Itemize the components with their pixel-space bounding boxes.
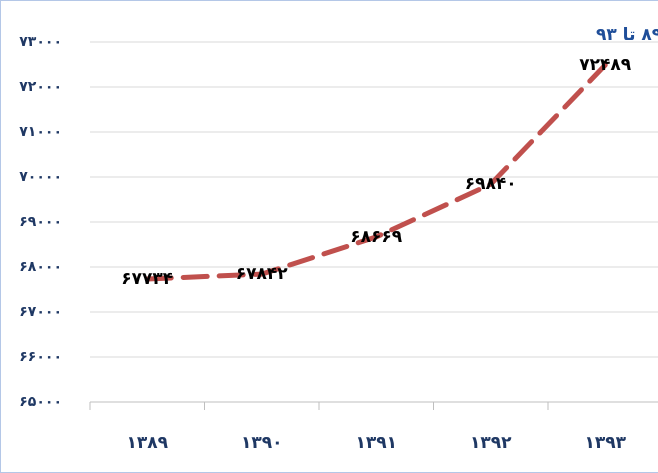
y-tick-label: ۶۶۰۰۰ (19, 349, 62, 365)
y-tick-label: ۷۲۰۰۰ (19, 79, 62, 95)
data-label: ۶۹۸۴۰ (465, 174, 517, 194)
y-tick-label: ۶۵۰۰۰ (19, 394, 62, 410)
y-tick-label: ۷۱۰۰۰ (19, 124, 62, 140)
x-tick-label: ۱۳۹۲ (470, 433, 512, 453)
x-tick-label: ۱۳۹۱ (355, 433, 397, 453)
data-label: ۶۷۸۴۲ (236, 264, 289, 284)
data-label: ۷۲۴۸۹ (579, 55, 632, 75)
data-label: ۶۸۶۶۹ (350, 227, 403, 247)
x-tick-label: ۱۳۹۳ (584, 433, 626, 453)
data-label: ۶۷۷۳۴ (121, 269, 173, 289)
y-tick-label: ۷۰۰۰۰ (19, 169, 62, 185)
chart-title: تعداد ولادت ثبت شده در استان طی سالهای ۸… (596, 25, 658, 45)
y-tick-label: ۶۹۰۰۰ (19, 214, 62, 230)
line (144, 62, 608, 282)
y-tick-label: ۷۳۰۰۰ (19, 34, 62, 50)
y-tick-label: ۶۷۰۰۰ (19, 304, 62, 320)
x-tick-label: ۱۳۹۰ (241, 433, 283, 453)
x-tick-label: ۱۳۸۹ (126, 433, 168, 453)
y-tick-label: ۶۸۰۰۰ (19, 259, 62, 275)
